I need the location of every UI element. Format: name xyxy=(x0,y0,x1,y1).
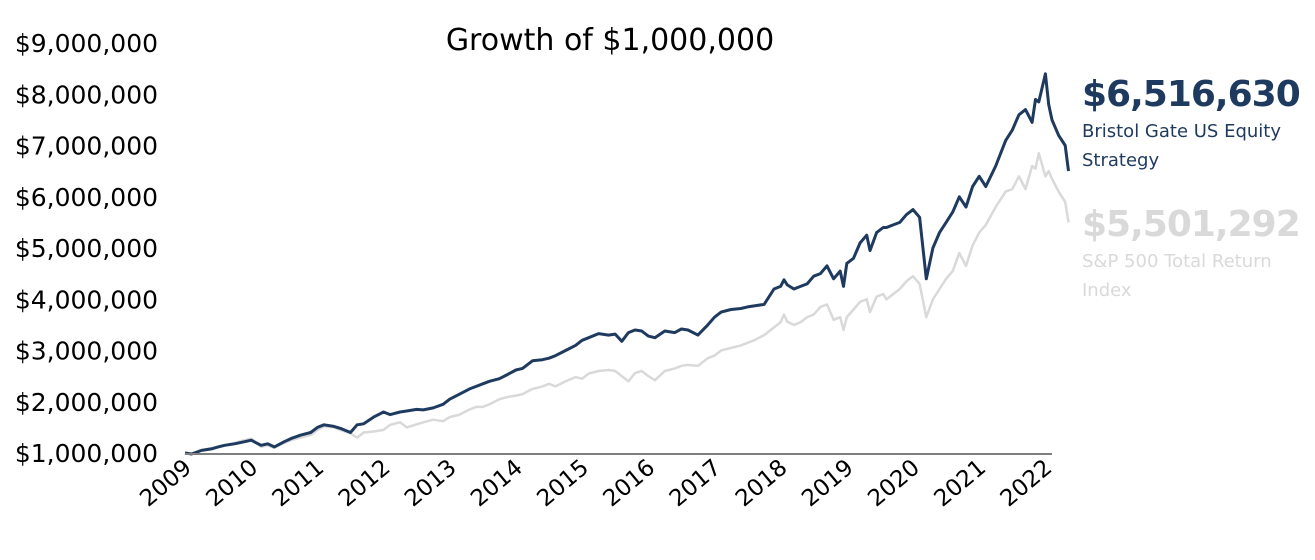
x-tick-label: 2012 xyxy=(334,455,396,513)
legend-index-label: S&P 500 Total Return Index xyxy=(1082,247,1312,305)
y-tick-label: $6,000,000 xyxy=(15,183,158,212)
x-tick-label: 2010 xyxy=(201,455,263,513)
x-tick-label: 2019 xyxy=(797,455,859,513)
x-tick-label: 2018 xyxy=(731,455,793,513)
legend-index-value: $5,501,292 xyxy=(1082,204,1301,245)
y-tick-label: $1,000,000 xyxy=(15,439,158,468)
x-axis-ticks: 2009 2010 2011 2012 2013 2014 2015 2016 2017 2018… xyxy=(135,455,1057,513)
x-tick-label: 2011 xyxy=(268,455,330,513)
x-tick-label: 2013 xyxy=(400,455,462,513)
y-tick-label: $2,000,000 xyxy=(15,388,158,417)
legend-strategy-label: Bristol Gate US Equity Strategy xyxy=(1082,117,1312,175)
legend-index-label-line1: S&P 500 Total Return xyxy=(1082,251,1272,272)
series-lines xyxy=(184,72,1070,456)
chart-title: Growth of $1,000,000 xyxy=(446,23,774,58)
y-tick-label: $9,000,000 xyxy=(15,29,158,58)
x-tick-label: 2022 xyxy=(996,455,1058,513)
legend-strategy-label-line1: Bristol Gate US Equity xyxy=(1082,121,1281,142)
legend-strategy: $6,516,630 Bristol Gate US Equity Strate… xyxy=(1082,74,1312,175)
legend-strategy-value: $6,516,630 xyxy=(1082,74,1301,115)
strategy-series-line xyxy=(184,72,1070,456)
x-tick-label: 2017 xyxy=(665,455,727,513)
x-tick-label: 2016 xyxy=(599,455,661,513)
y-tick-label: $4,000,000 xyxy=(15,285,158,314)
x-tick-label: 2021 xyxy=(929,455,991,513)
y-tick-label: $8,000,000 xyxy=(15,80,158,109)
legend-strategy-label-line2: Strategy xyxy=(1082,150,1160,171)
x-tick-label: 2015 xyxy=(532,455,594,513)
x-tick-label: 2014 xyxy=(466,455,528,513)
index-series-line xyxy=(184,151,1070,456)
y-axis-ticks: $1,000,000 $2,000,000 $3,000,000 $4,000,000… xyxy=(15,29,158,468)
legend-index: $5,501,292 S&P 500 Total Return Index xyxy=(1082,204,1312,305)
legend-index-label-line2: Index xyxy=(1082,280,1132,301)
y-tick-label: $5,000,000 xyxy=(15,234,158,263)
x-tick-label: 2020 xyxy=(863,455,925,513)
y-tick-label: $3,000,000 xyxy=(15,337,158,366)
y-tick-label: $7,000,000 xyxy=(15,132,158,161)
